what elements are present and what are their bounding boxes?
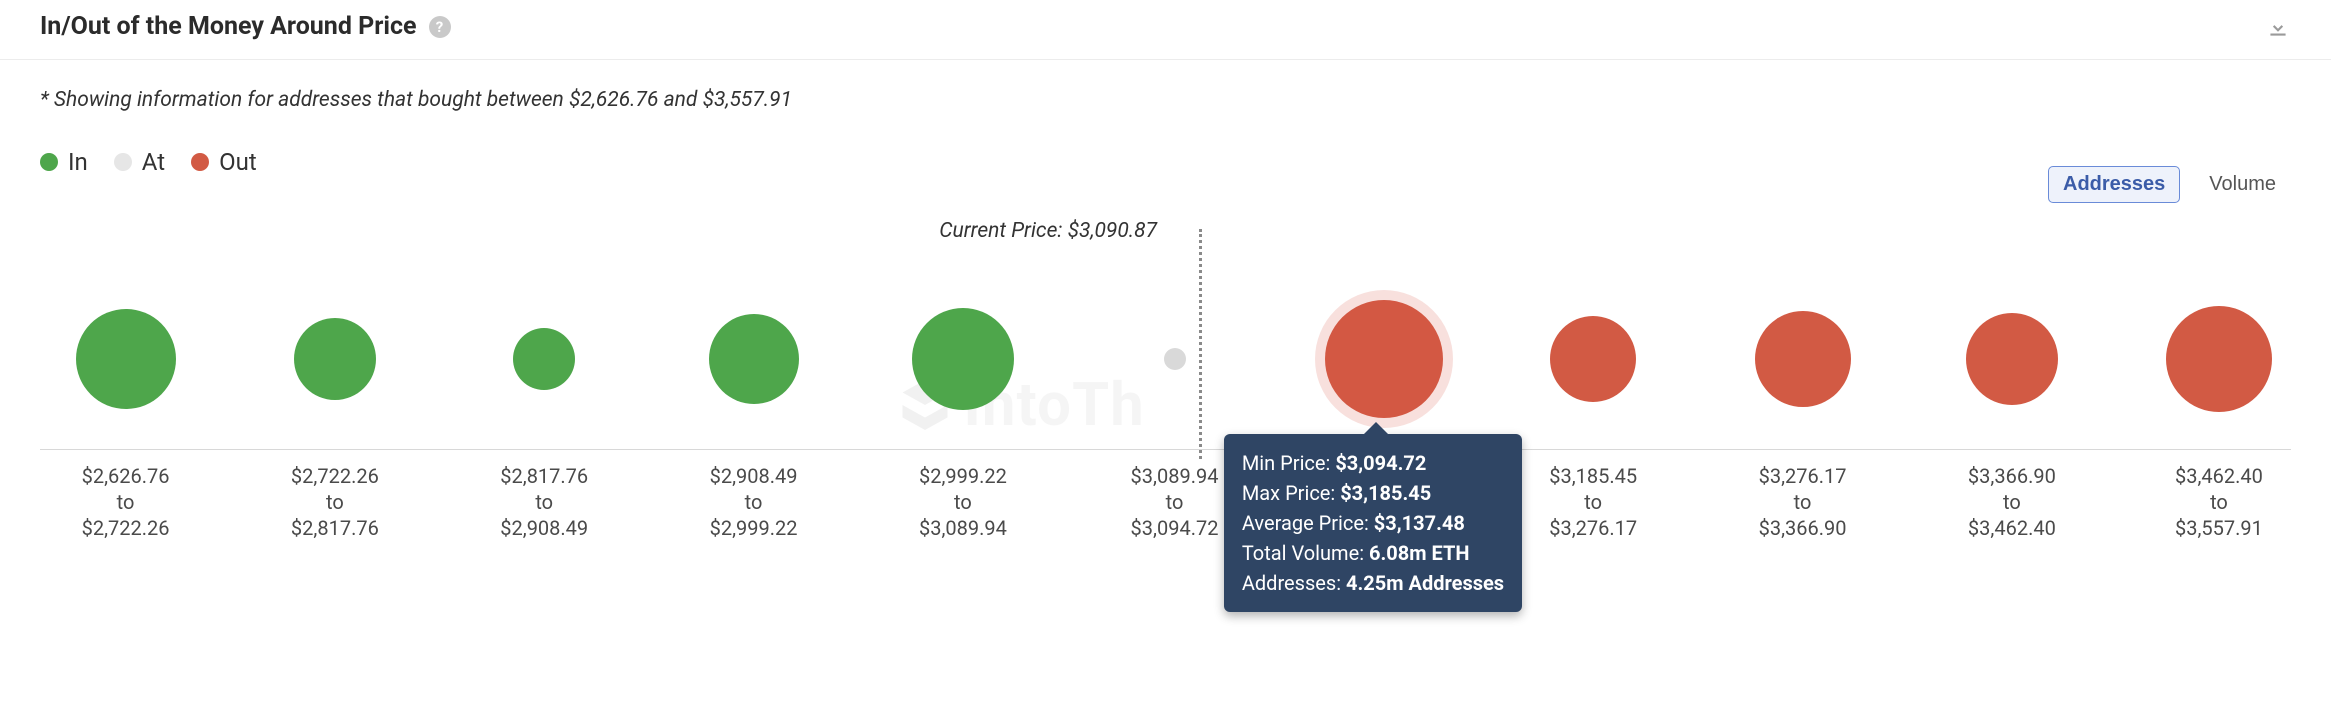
toggle-volume[interactable]: Volume	[2194, 166, 2291, 203]
bubble-out[interactable]	[2166, 306, 2272, 412]
bubble-out[interactable]	[1755, 311, 1851, 407]
chart-area: IntoTh Current Price: $3,090.87$2,626.76…	[40, 209, 2291, 569]
tooltip-row: Addresses: 4.25m Addresses	[1242, 568, 1504, 598]
metric-toggle: Addresses Volume	[0, 166, 2331, 209]
axis-tick: $3,276.17to$3,366.90	[1759, 463, 1847, 541]
current-price-line	[1199, 229, 1202, 459]
title-wrap: In/Out of the Money Around Price ?	[40, 12, 451, 41]
help-icon[interactable]: ?	[429, 16, 451, 38]
axis-line	[40, 449, 2291, 450]
axis-tick: $2,626.76to$2,722.26	[82, 463, 170, 541]
toggle-addresses[interactable]: Addresses	[2048, 166, 2180, 203]
legend-swatch	[191, 153, 209, 171]
bubble-in[interactable]	[513, 328, 575, 390]
info-line: * Showing information for addresses that…	[0, 60, 2331, 120]
axis-tick: $3,462.40to$3,557.91	[2175, 463, 2263, 541]
tooltip: Min Price: $3,094.72Max Price: $3,185.45…	[1224, 434, 1522, 612]
download-icon[interactable]	[2265, 14, 2291, 40]
panel-header: In/Out of the Money Around Price ?	[0, 0, 2331, 60]
panel-title: In/Out of the Money Around Price	[40, 12, 417, 41]
axis-tick: $3,185.45to$3,276.17	[1549, 463, 1637, 541]
legend-swatch	[114, 153, 132, 171]
bubble-in[interactable]	[709, 314, 799, 404]
bubble-out[interactable]	[1966, 313, 2058, 405]
legend-label: At	[142, 148, 165, 176]
legend-label: Out	[219, 148, 257, 176]
axis-tick: $2,908.49to$2,999.22	[710, 463, 798, 541]
legend-label: In	[68, 148, 88, 176]
axis-tick: $2,999.22to$3,089.94	[919, 463, 1007, 541]
bubble-out[interactable]	[1550, 316, 1636, 402]
legend-item-out[interactable]: Out	[191, 148, 257, 176]
iomap-panel: In/Out of the Money Around Price ? * Sho…	[0, 0, 2331, 569]
bubble-in[interactable]	[294, 318, 376, 400]
legend-item-at[interactable]: At	[114, 148, 165, 176]
current-price-label: Current Price: $3,090.87	[939, 219, 1157, 243]
bubble-out[interactable]	[1325, 300, 1443, 418]
legend-item-in[interactable]: In	[40, 148, 88, 176]
bubble-in[interactable]	[76, 309, 176, 409]
axis-tick: $2,817.76to$2,908.49	[500, 463, 588, 541]
tooltip-row: Average Price: $3,137.48	[1242, 508, 1504, 538]
tooltip-row: Max Price: $3,185.45	[1242, 478, 1504, 508]
axis-tick: $3,089.94to$3,094.72	[1131, 463, 1219, 541]
axis-tick: $2,722.26to$2,817.76	[291, 463, 379, 541]
bubble-at[interactable]	[1164, 348, 1186, 370]
tooltip-row: Min Price: $3,094.72	[1242, 448, 1504, 478]
legend-swatch	[40, 153, 58, 171]
tooltip-row: Total Volume: 6.08m ETH	[1242, 538, 1504, 568]
bubble-in[interactable]	[912, 308, 1014, 410]
axis-tick: $3,366.90to$3,462.40	[1968, 463, 2056, 541]
